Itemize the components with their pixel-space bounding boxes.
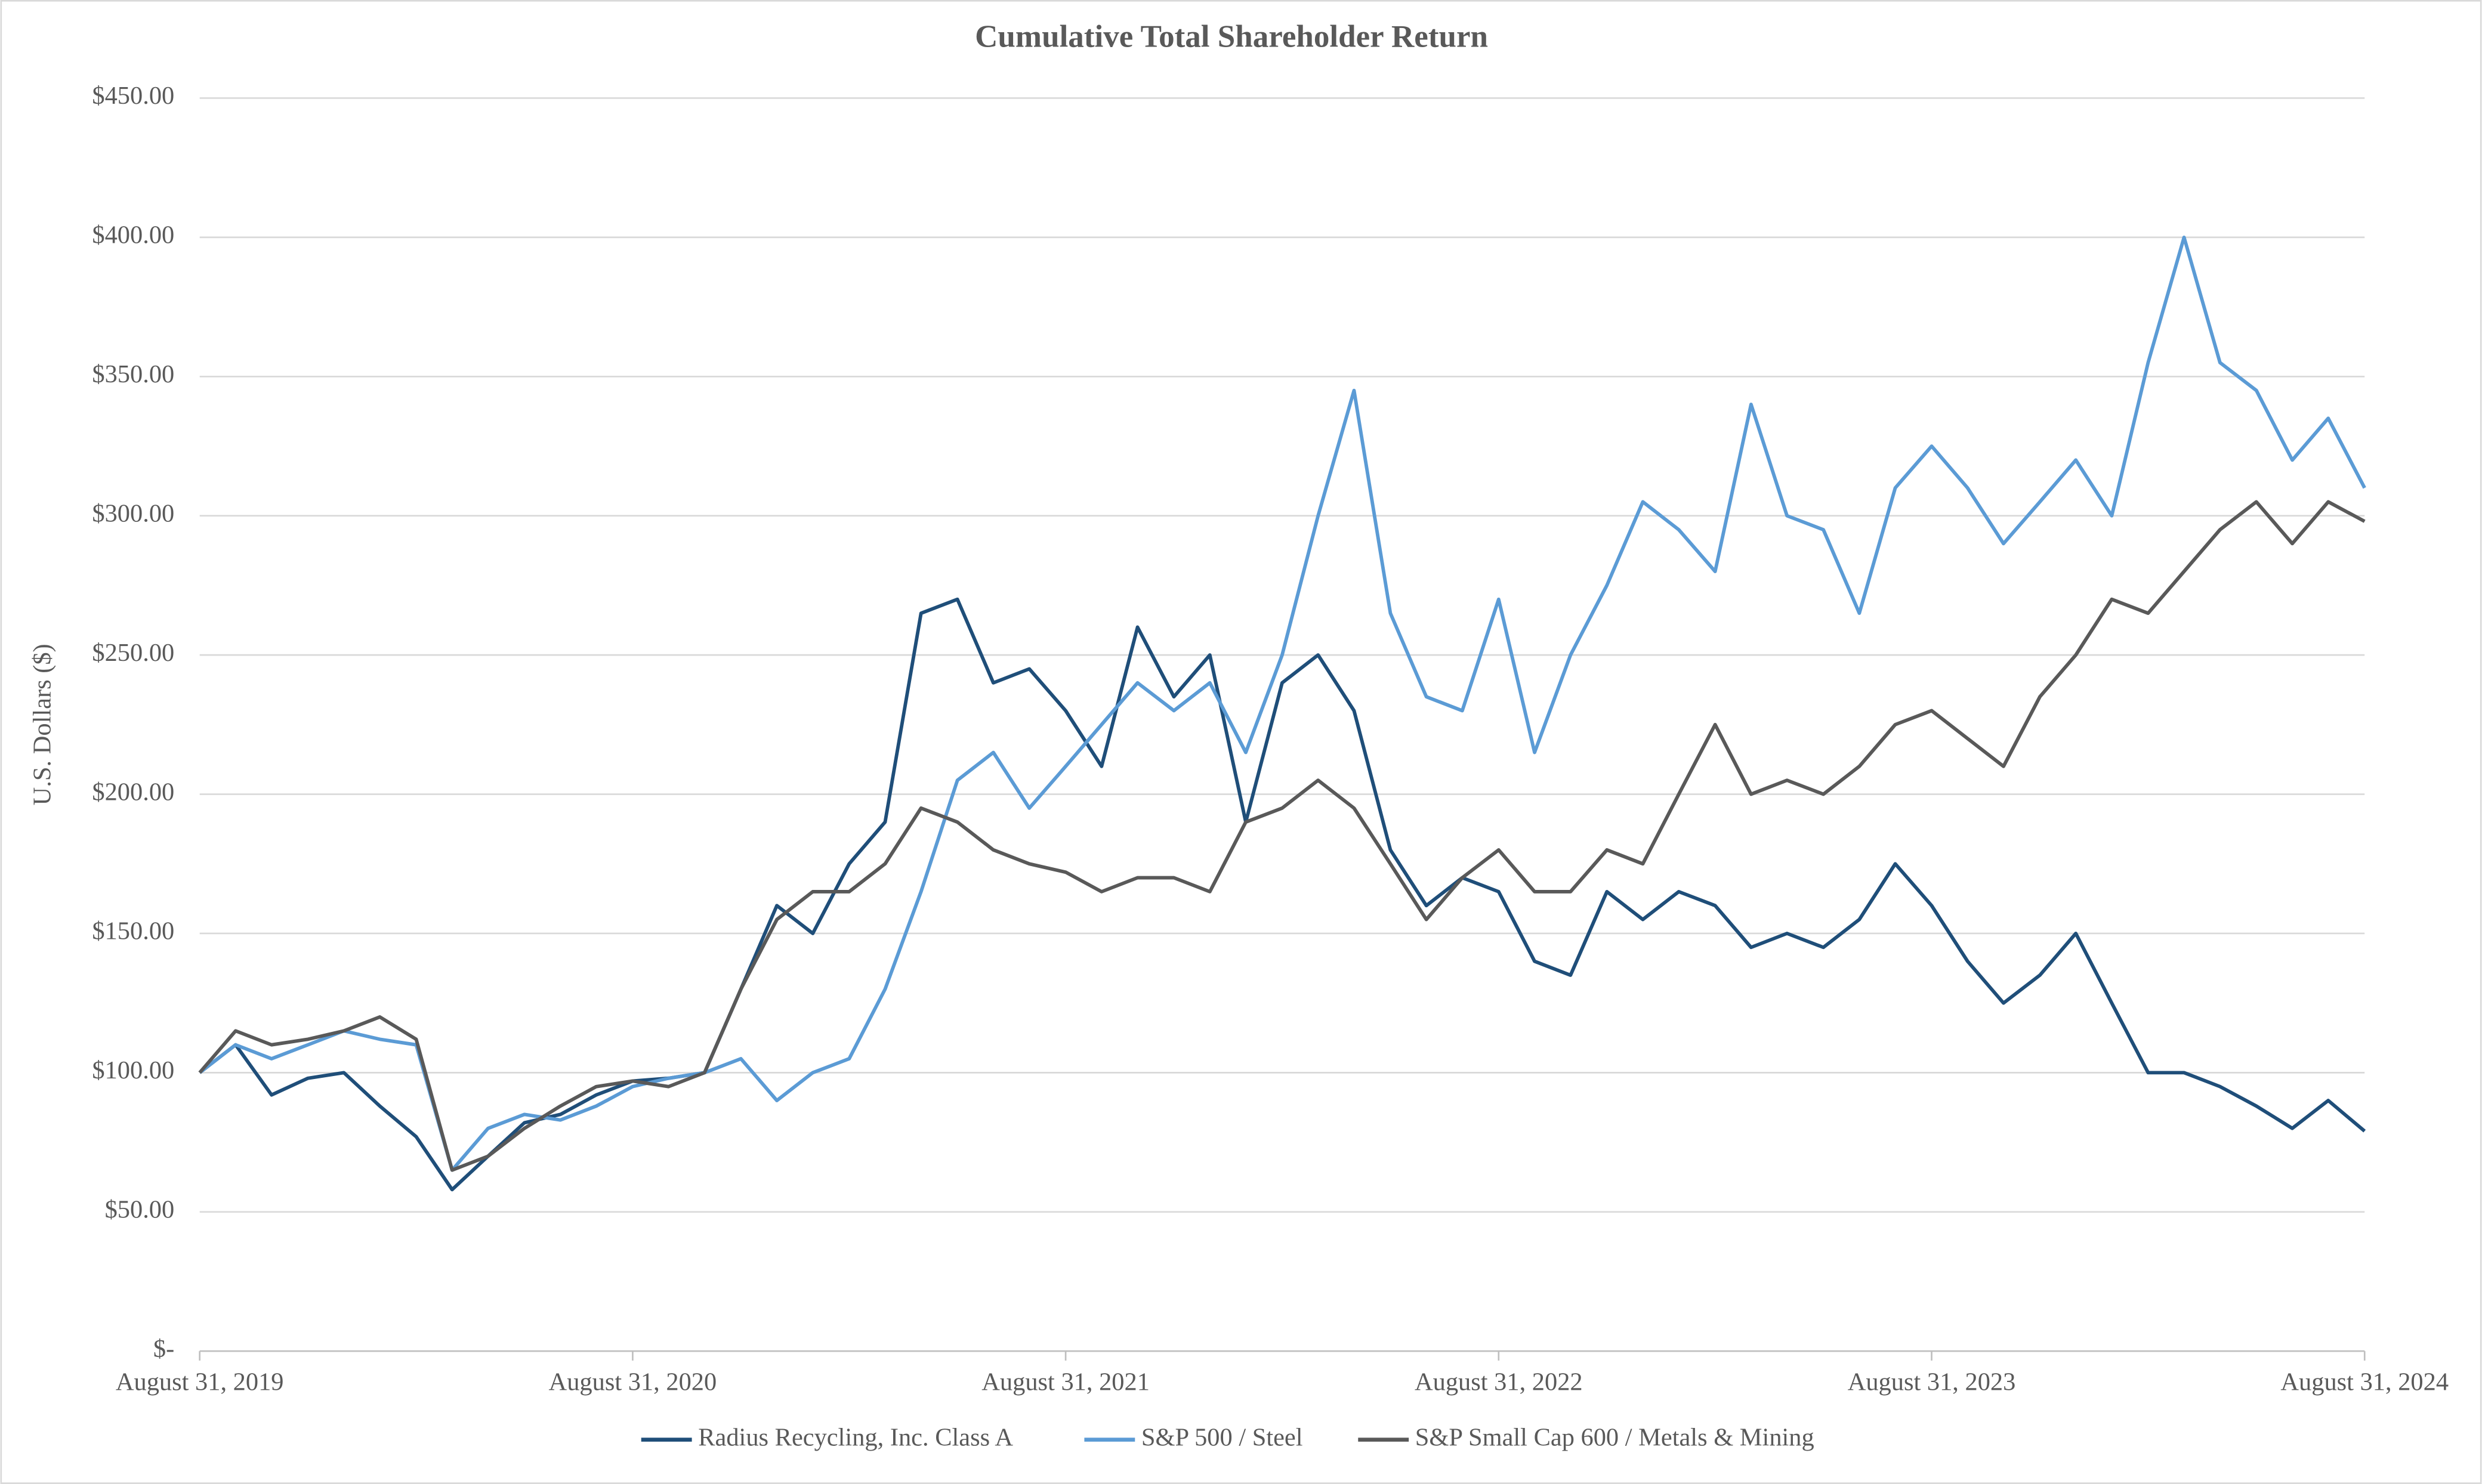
x-tick-label: August 31, 2024 — [2280, 1368, 2449, 1396]
y-tick-label: $350.00 — [92, 360, 174, 388]
x-tick-label: August 31, 2021 — [981, 1368, 1150, 1396]
y-tick-label: $300.00 — [92, 499, 174, 527]
y-tick-label: $450.00 — [92, 82, 174, 110]
x-tick-label: August 31, 2019 — [116, 1368, 284, 1396]
chart-title: Cumulative Total Shareholder Return — [975, 19, 1488, 54]
y-axis-label: U.S. Dollars ($) — [28, 644, 56, 805]
x-tick-label: August 31, 2022 — [1415, 1368, 1583, 1396]
legend-label: Radius Recycling, Inc. Class A — [698, 1423, 1013, 1451]
y-tick-label: $150.00 — [92, 917, 174, 945]
y-tick-label: $400.00 — [92, 221, 174, 249]
y-tick-label: $- — [153, 1335, 174, 1363]
series-line — [198, 500, 2366, 1172]
legend-label: S&P 500 / Steel — [1141, 1423, 1303, 1451]
y-tick-label: $50.00 — [105, 1196, 175, 1224]
y-tick-label: $100.00 — [92, 1056, 174, 1084]
x-tick-label: August 31, 2020 — [549, 1368, 717, 1396]
series-line — [198, 235, 2366, 1172]
legend-label: S&P Small Cap 600 / Metals & Mining — [1415, 1423, 1814, 1451]
y-tick-label: $200.00 — [92, 778, 174, 806]
x-tick-label: August 31, 2023 — [1848, 1368, 2016, 1396]
series-line — [198, 597, 2366, 1192]
y-tick-label: $250.00 — [92, 639, 174, 667]
